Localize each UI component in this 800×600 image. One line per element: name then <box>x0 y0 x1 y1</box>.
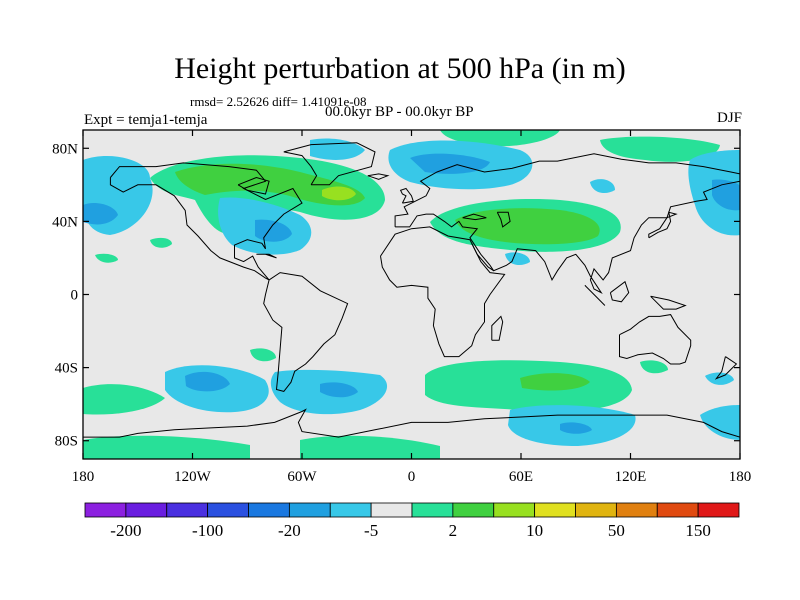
colorbar-swatch <box>493 502 536 518</box>
lon-tick-label: 120W <box>174 469 212 485</box>
contour-region <box>320 382 358 398</box>
contour-region <box>83 203 118 225</box>
contour-region <box>410 153 490 174</box>
longitude-axis: 180 120W 60W 0 60E 120E 180 <box>72 130 752 485</box>
coastline <box>263 272 349 392</box>
contour-region <box>700 405 740 440</box>
lon-tick-label: 0 <box>408 469 416 485</box>
colorbar-swatch <box>370 502 413 518</box>
colorbar-swatch <box>125 502 168 518</box>
contour-region <box>250 348 276 362</box>
colorbar-swatch <box>656 502 699 518</box>
map-panel <box>83 130 740 459</box>
colorbar-swatch <box>452 502 495 518</box>
coastline <box>619 314 692 365</box>
experiment-label: Expt = temja1-temja <box>84 112 208 128</box>
contour-region <box>712 179 740 211</box>
coastline <box>650 295 687 310</box>
contour-region <box>520 373 590 391</box>
contour-region <box>455 208 600 245</box>
contour-region <box>83 384 165 415</box>
lat-tick-label: 80S <box>55 434 78 450</box>
colorbar-label: 150 <box>685 521 711 540</box>
colorbar-swatch <box>288 502 331 518</box>
lon-tick-label: 180 <box>72 469 95 485</box>
colorbar-label: 2 <box>449 521 458 540</box>
contour-region <box>705 372 734 385</box>
colorbar-label: 50 <box>608 521 625 540</box>
contour-region <box>95 253 118 263</box>
colorbar-swatch <box>615 502 658 518</box>
colorbar-swatch <box>697 502 740 518</box>
lon-tick-label: 180 <box>729 469 752 485</box>
colorbar-swatch <box>411 502 454 518</box>
colorbar-label: 10 <box>526 521 543 540</box>
lon-tick-label: 60E <box>509 469 533 485</box>
coastline <box>256 253 277 259</box>
contour-region <box>185 371 230 392</box>
coastline <box>491 315 504 341</box>
coastline <box>237 176 270 195</box>
coastline <box>471 243 494 272</box>
colorbar-swatch <box>248 502 290 518</box>
colorbar-swatch <box>166 502 209 518</box>
stats-text: rmsd= 2.52626 diff= 1.41091e-08 <box>190 94 367 109</box>
coastline <box>83 408 740 438</box>
colorbar-swatch <box>575 502 617 518</box>
contour-region <box>175 163 365 206</box>
contour-region <box>83 435 250 459</box>
contour-region <box>300 435 440 459</box>
coastline <box>584 285 606 306</box>
coastline <box>648 211 678 239</box>
lon-tick-label: 120E <box>615 469 647 485</box>
colorbar-label: -5 <box>364 521 378 540</box>
lat-tick-label: 40S <box>55 361 78 377</box>
latitude-axis: 80N 40N 0 40S 80S <box>52 141 740 450</box>
period-text: 00.0kyr BP - 00.0kyr BP <box>325 104 474 120</box>
coastline <box>394 153 740 294</box>
coastline <box>609 280 630 303</box>
contour-region <box>150 237 172 248</box>
colorbar-label: -20 <box>278 521 301 540</box>
season-label: DJF <box>716 110 742 126</box>
coastline <box>714 356 738 380</box>
colorbar-swatch <box>84 502 127 518</box>
coastline <box>109 162 303 281</box>
coastline <box>367 173 390 180</box>
contour-region <box>640 360 668 374</box>
colorbar: -200 -100 -20 -5 2 10 50 150 <box>84 502 740 540</box>
colorbar-label: -200 <box>110 521 141 540</box>
coastline <box>399 187 414 204</box>
coastline <box>496 211 511 228</box>
coastline <box>283 142 376 186</box>
coastlines <box>83 142 740 438</box>
contour-region <box>590 179 615 194</box>
map-title: Height perturbation at 500 hPa (in m) <box>174 52 626 85</box>
colorbar-swatch <box>534 502 576 518</box>
lat-tick-label: 0 <box>71 288 79 304</box>
lat-tick-label: 80N <box>52 141 78 157</box>
coastline <box>380 226 506 358</box>
contour-region <box>560 422 592 434</box>
coastline <box>462 213 487 221</box>
contour-region <box>600 136 720 162</box>
colorbar-label: -100 <box>192 521 223 540</box>
lat-tick-label: 40N <box>52 214 78 230</box>
colorbar-swatch <box>329 502 372 518</box>
lon-tick-label: 60W <box>287 469 317 485</box>
field-contours <box>83 130 740 459</box>
contour-region <box>322 186 356 201</box>
colorbar-swatch <box>207 502 249 518</box>
